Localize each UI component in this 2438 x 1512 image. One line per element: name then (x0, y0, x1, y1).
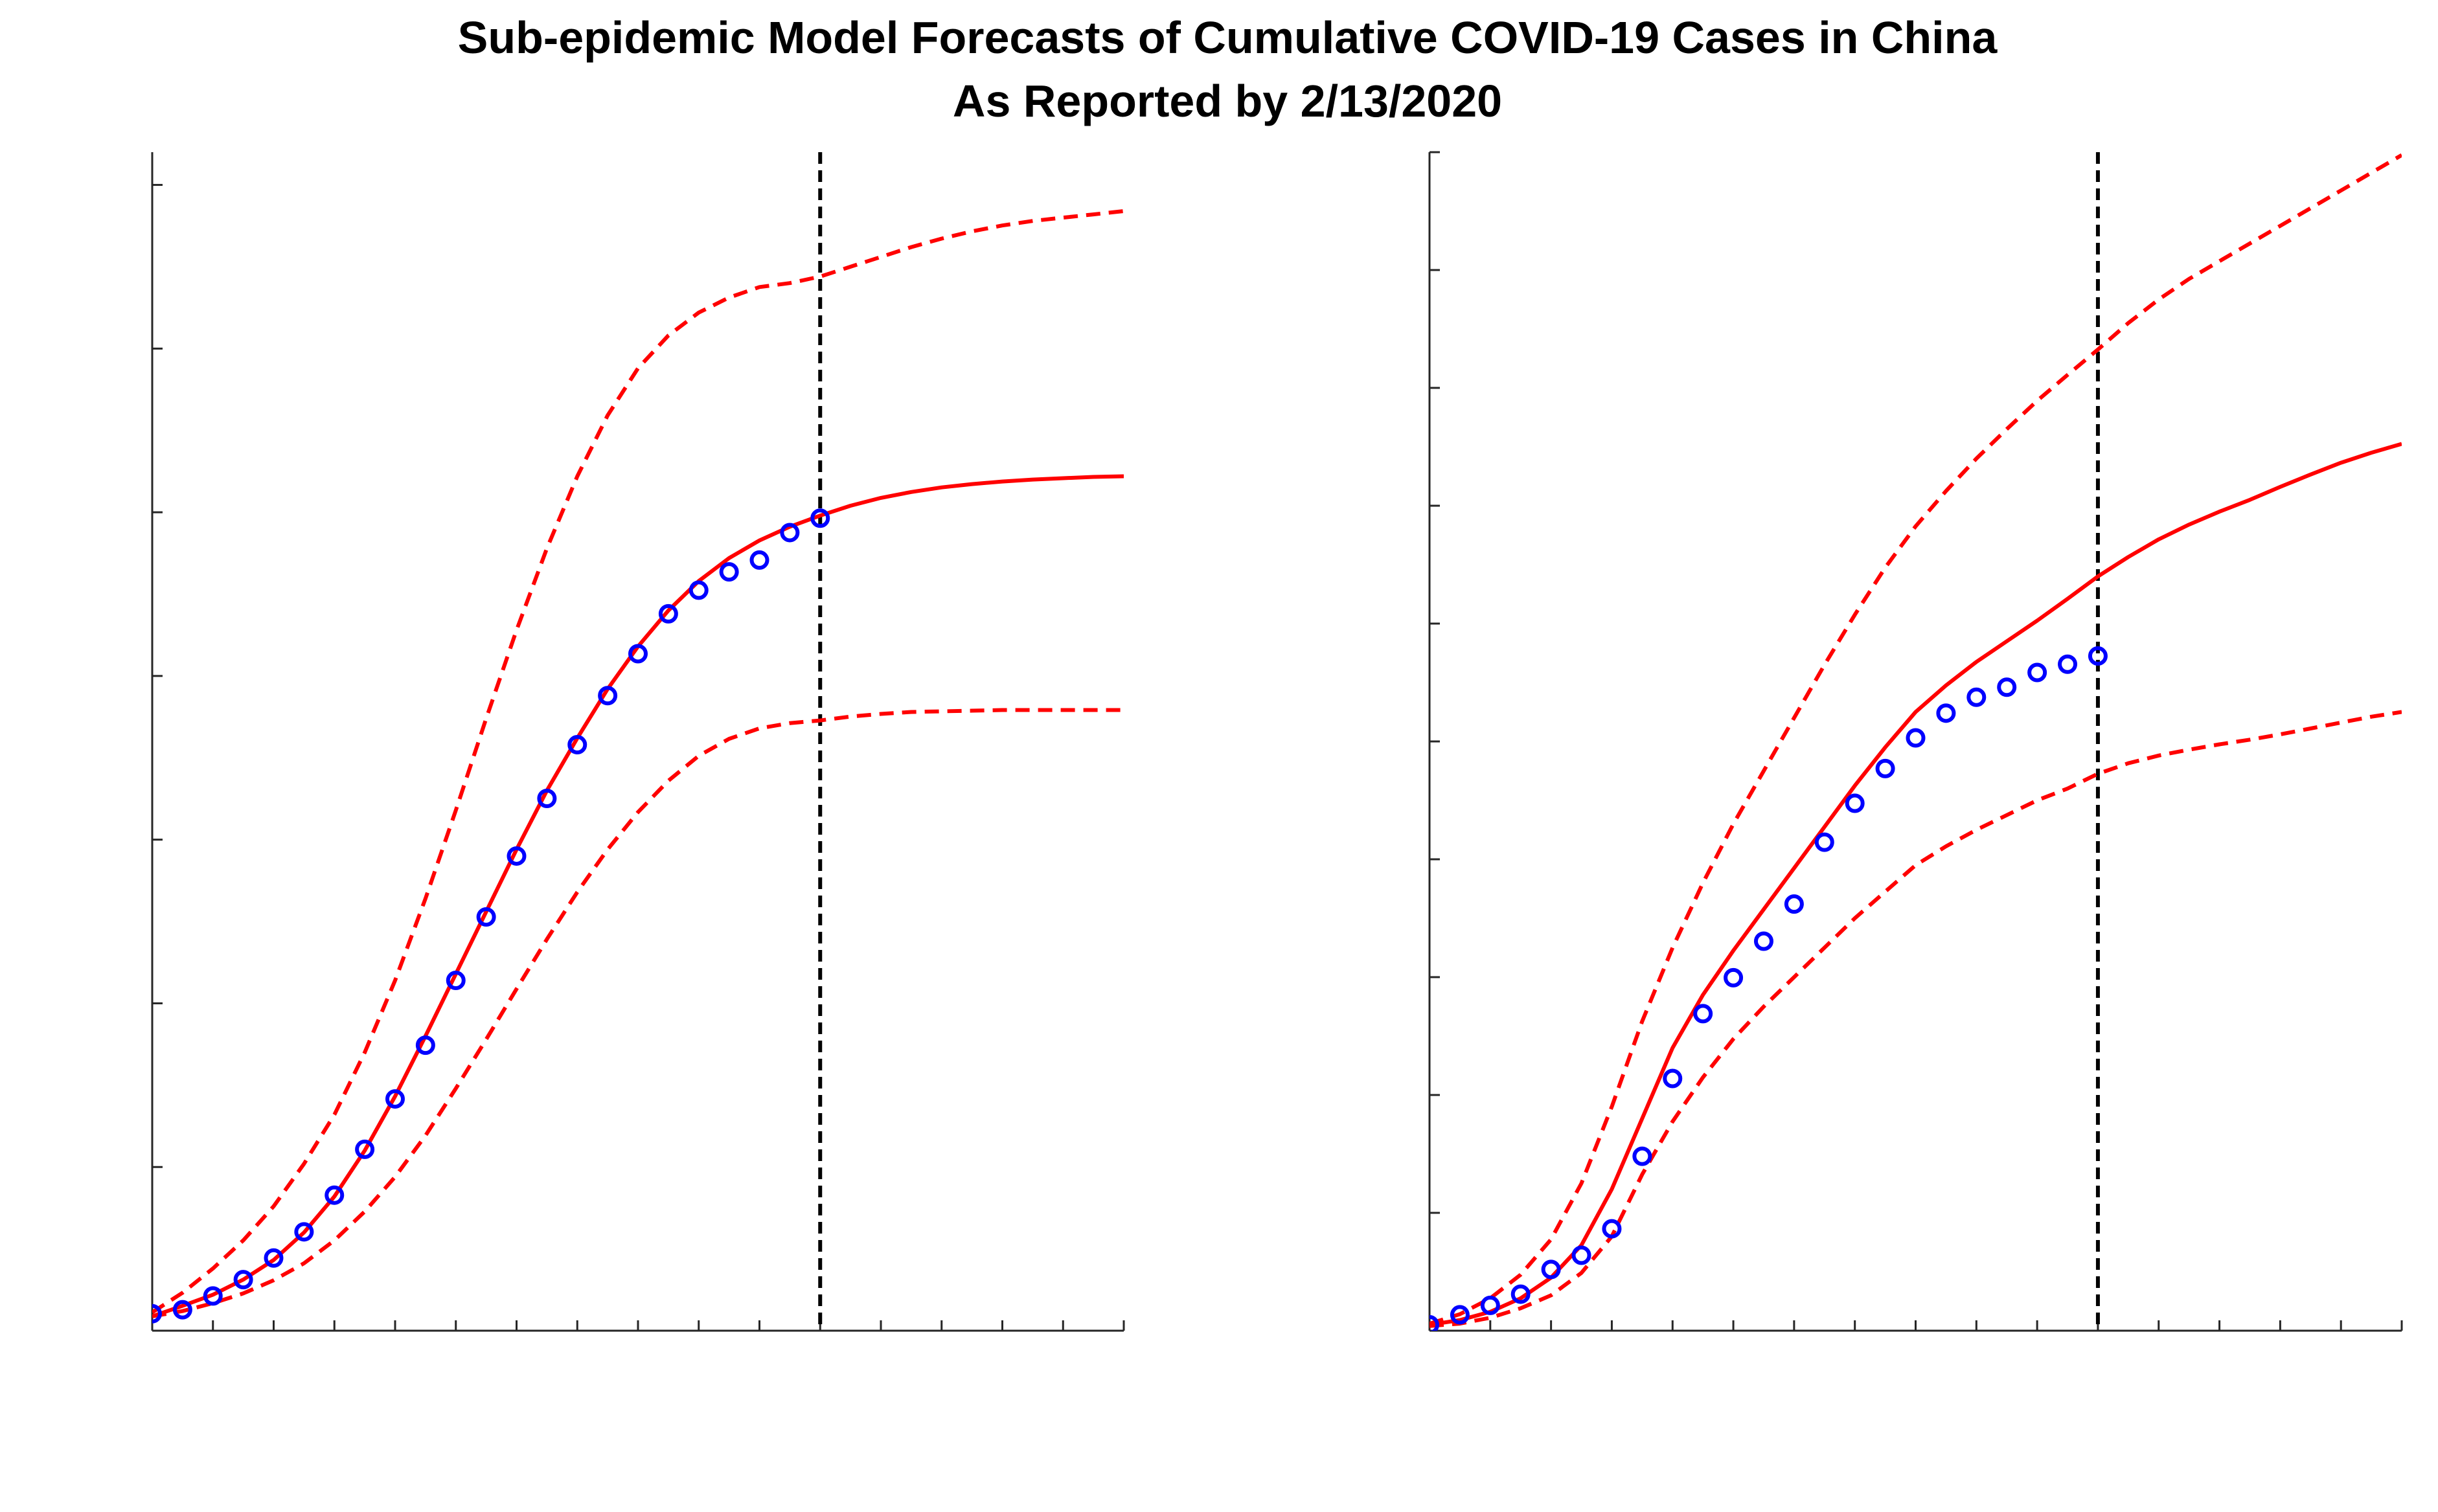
data-point (172, 1300, 192, 1320)
data-point (537, 788, 557, 808)
upper-bound-line (152, 209, 1124, 1315)
data-point (1663, 1068, 1683, 1089)
chart-panel-zhejiang (1428, 151, 2403, 1332)
data-point (1632, 1146, 1652, 1166)
data-point (1450, 1305, 1470, 1325)
data-point (264, 1248, 284, 1268)
data-point (1814, 832, 1834, 852)
model-fit-line (1430, 442, 2402, 1327)
data-point (415, 1035, 435, 1055)
data-point (1602, 1219, 1622, 1239)
data-point (1936, 703, 1956, 723)
data-point (1693, 1004, 1713, 1024)
data-point (233, 1270, 253, 1290)
data-point (476, 907, 496, 927)
data-point (1430, 1315, 1439, 1331)
data-point (2058, 654, 2078, 674)
data-point (1845, 793, 1865, 813)
data-point (152, 1303, 162, 1324)
data-point (2088, 646, 2108, 666)
data-point (749, 550, 769, 570)
data-point (446, 971, 466, 991)
data-point (658, 604, 678, 624)
model-fit-line (152, 474, 1124, 1318)
data-point (719, 562, 739, 582)
data-point (1906, 728, 1926, 748)
data-point (294, 1222, 314, 1242)
lower-bound-line (152, 708, 1124, 1318)
data-point (1997, 677, 2017, 697)
data-point (780, 523, 800, 543)
data-point (1753, 931, 1773, 951)
data-point (203, 1286, 223, 1306)
data-point (1784, 894, 1804, 914)
data-point (2027, 662, 2047, 683)
data-point (567, 735, 587, 755)
data-point (1541, 1259, 1561, 1280)
data-point (507, 846, 527, 866)
data-point (385, 1089, 405, 1109)
data-point (689, 580, 709, 600)
figure-title-line2: As Reported by 2/13/2020 (953, 76, 1502, 126)
data-point (628, 644, 648, 664)
data-point (1724, 967, 1744, 987)
data-point (1510, 1284, 1531, 1304)
data-point (1571, 1245, 1591, 1265)
data-point (1966, 687, 1987, 707)
plot-area (1430, 153, 2402, 1331)
data-point (1480, 1295, 1500, 1315)
figure-title-line1: Sub-epidemic Model Forecasts of Cumulati… (458, 12, 1998, 63)
data-point (810, 508, 830, 528)
lower-bound-line (1430, 710, 2402, 1328)
data-point (355, 1139, 375, 1159)
data-point (598, 686, 618, 706)
data-point (1875, 758, 1895, 778)
data-point (325, 1185, 345, 1205)
chart-panel-guangdong (151, 152, 1125, 1332)
plot-area (152, 209, 1124, 1324)
upper-bound-line (1430, 153, 2402, 1326)
